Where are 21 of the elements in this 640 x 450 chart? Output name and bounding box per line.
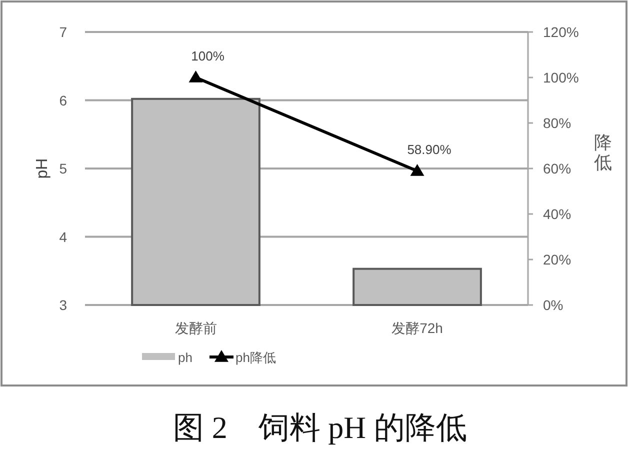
data-label: 100% <box>191 48 225 64</box>
caption: 图 2 饲料 pH 的降低 <box>173 410 467 445</box>
y-tick-label: 5 <box>59 160 68 176</box>
y2-tick-label: 100% <box>543 70 579 86</box>
data-label: 58.90% <box>407 142 452 158</box>
y2-tick-label: 40% <box>543 206 572 222</box>
y-axis-title: pH <box>34 158 51 179</box>
y2-tick-label: 120% <box>543 24 579 40</box>
y2-tick-label: 80% <box>543 115 572 131</box>
y-tick-label: 6 <box>59 92 68 108</box>
legend-label: ph降低 <box>235 350 276 365</box>
y2-tick-label: 0% <box>543 297 564 313</box>
x-tick-label: 发酵前 <box>174 320 217 336</box>
y-tick-label: 7 <box>59 24 68 40</box>
x-tick-label: 发酵72h <box>392 320 443 336</box>
legend-label: ph <box>178 350 192 365</box>
y-tick-label: 3 <box>59 297 68 313</box>
y2-tick-label: 20% <box>543 252 572 268</box>
y2-axis-title: 降低 <box>594 132 612 172</box>
y2-tick-label: 60% <box>543 160 572 176</box>
y-tick-label: 4 <box>59 228 68 245</box>
